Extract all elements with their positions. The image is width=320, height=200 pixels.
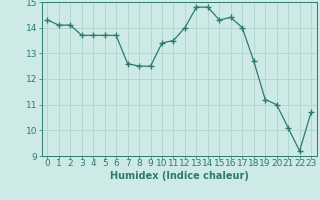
X-axis label: Humidex (Indice chaleur): Humidex (Indice chaleur) — [110, 171, 249, 181]
